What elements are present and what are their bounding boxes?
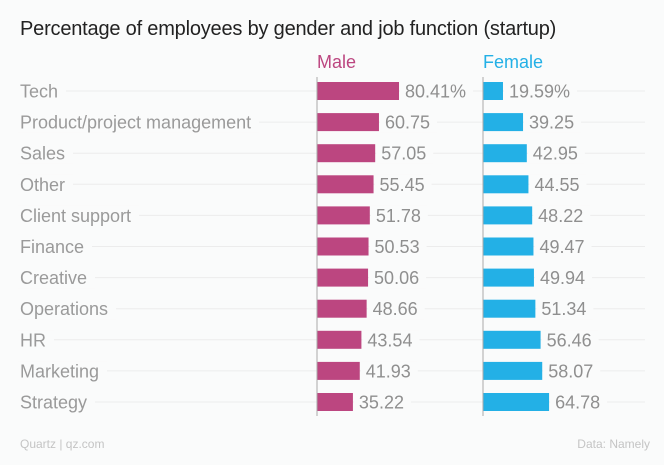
value-label: 58.07 <box>548 361 593 381</box>
bar-female <box>483 299 536 318</box>
value-label: 43.54 <box>367 330 412 350</box>
value-label: 41.93 <box>366 361 411 381</box>
label-bg <box>527 143 585 164</box>
bar-female <box>483 330 541 349</box>
category-label: Marketing <box>20 361 99 381</box>
category-label: Tech <box>20 82 58 102</box>
value-label: 49.94 <box>540 268 585 288</box>
value-label: 48.66 <box>373 299 418 319</box>
label-bg <box>529 174 587 195</box>
bar-male <box>317 268 369 287</box>
value-label: 80.41% <box>405 82 466 102</box>
bar-male <box>317 393 353 411</box>
value-label: 49.47 <box>539 237 584 257</box>
source: Data: Namely <box>577 437 650 451</box>
label-bg <box>18 81 67 102</box>
bar-female <box>483 237 534 256</box>
bar-female <box>483 144 527 163</box>
bar-female <box>483 82 503 100</box>
label-bg <box>367 299 425 320</box>
bar-female <box>483 361 543 380</box>
category-label: Sales <box>20 144 65 164</box>
label-bg <box>536 299 594 320</box>
label-bg <box>376 143 434 164</box>
bar-male <box>317 237 369 256</box>
value-label: 42.95 <box>533 144 578 164</box>
bar-female <box>483 113 524 132</box>
label-bg <box>550 392 608 413</box>
label-bg <box>18 268 96 289</box>
chart-title: Percentage of employees by gender and jo… <box>20 18 557 40</box>
bar-male <box>317 361 360 380</box>
value-label: 48.22 <box>538 206 583 226</box>
value-label: 50.06 <box>374 268 419 288</box>
value-label: 51.78 <box>376 206 421 226</box>
category-label: Other <box>20 175 65 195</box>
label-bg <box>18 112 260 133</box>
category-label: Product/project management <box>20 113 251 133</box>
label-bg <box>18 361 108 382</box>
bar-female <box>483 206 533 225</box>
category-label: HR <box>20 330 46 350</box>
value-label: 55.45 <box>380 175 425 195</box>
label-bg <box>524 112 582 133</box>
value-label: 51.34 <box>541 299 586 319</box>
label-bg <box>18 330 54 351</box>
value-label: 50.53 <box>375 237 420 257</box>
label-bg <box>374 174 432 195</box>
label-bg <box>353 392 411 413</box>
value-label: 35.22 <box>359 393 404 413</box>
label-bg <box>533 205 591 226</box>
label-bg <box>18 174 74 195</box>
label-bg <box>541 330 599 351</box>
label-bg <box>369 237 427 257</box>
bar-male <box>317 82 400 100</box>
label-bg <box>18 205 140 226</box>
value-label: 56.46 <box>547 330 592 350</box>
value-label: 64.78 <box>555 393 600 413</box>
label-bg <box>503 81 578 102</box>
label-bg <box>18 143 74 164</box>
category-label: Operations <box>20 299 108 319</box>
value-label: 19.59% <box>509 82 570 102</box>
value-label: 57.05 <box>381 144 426 164</box>
label-bg <box>369 268 427 289</box>
legend-male: Male <box>317 52 356 72</box>
value-label: 44.55 <box>534 175 579 195</box>
legend-female: Female <box>483 52 543 72</box>
label-bg <box>379 112 438 133</box>
label-bg <box>534 268 592 289</box>
label-bg <box>543 361 601 382</box>
bar-female <box>483 268 534 287</box>
bar-female <box>483 393 550 411</box>
label-bg <box>362 330 420 351</box>
category-label: Strategy <box>20 393 87 413</box>
bar-male <box>317 206 370 225</box>
label-bg <box>360 361 418 382</box>
label-bg <box>18 392 96 413</box>
category-label: Finance <box>20 237 84 257</box>
label-bg <box>370 205 428 226</box>
credit: Quartz | qz.com <box>20 437 105 451</box>
bar-male <box>317 175 374 194</box>
value-label: 39.25 <box>529 113 574 133</box>
category-label: Creative <box>20 268 87 288</box>
bar-male <box>317 144 376 163</box>
bar-female <box>483 175 529 194</box>
bar-male <box>317 113 379 132</box>
label-bg <box>18 299 117 320</box>
label-bg <box>18 237 93 257</box>
label-bg <box>400 81 474 102</box>
category-label: Client support <box>20 206 131 226</box>
bar-male <box>317 330 362 349</box>
value-label: 60.75 <box>385 113 430 133</box>
bar-male <box>317 299 367 318</box>
label-bg <box>534 237 592 257</box>
